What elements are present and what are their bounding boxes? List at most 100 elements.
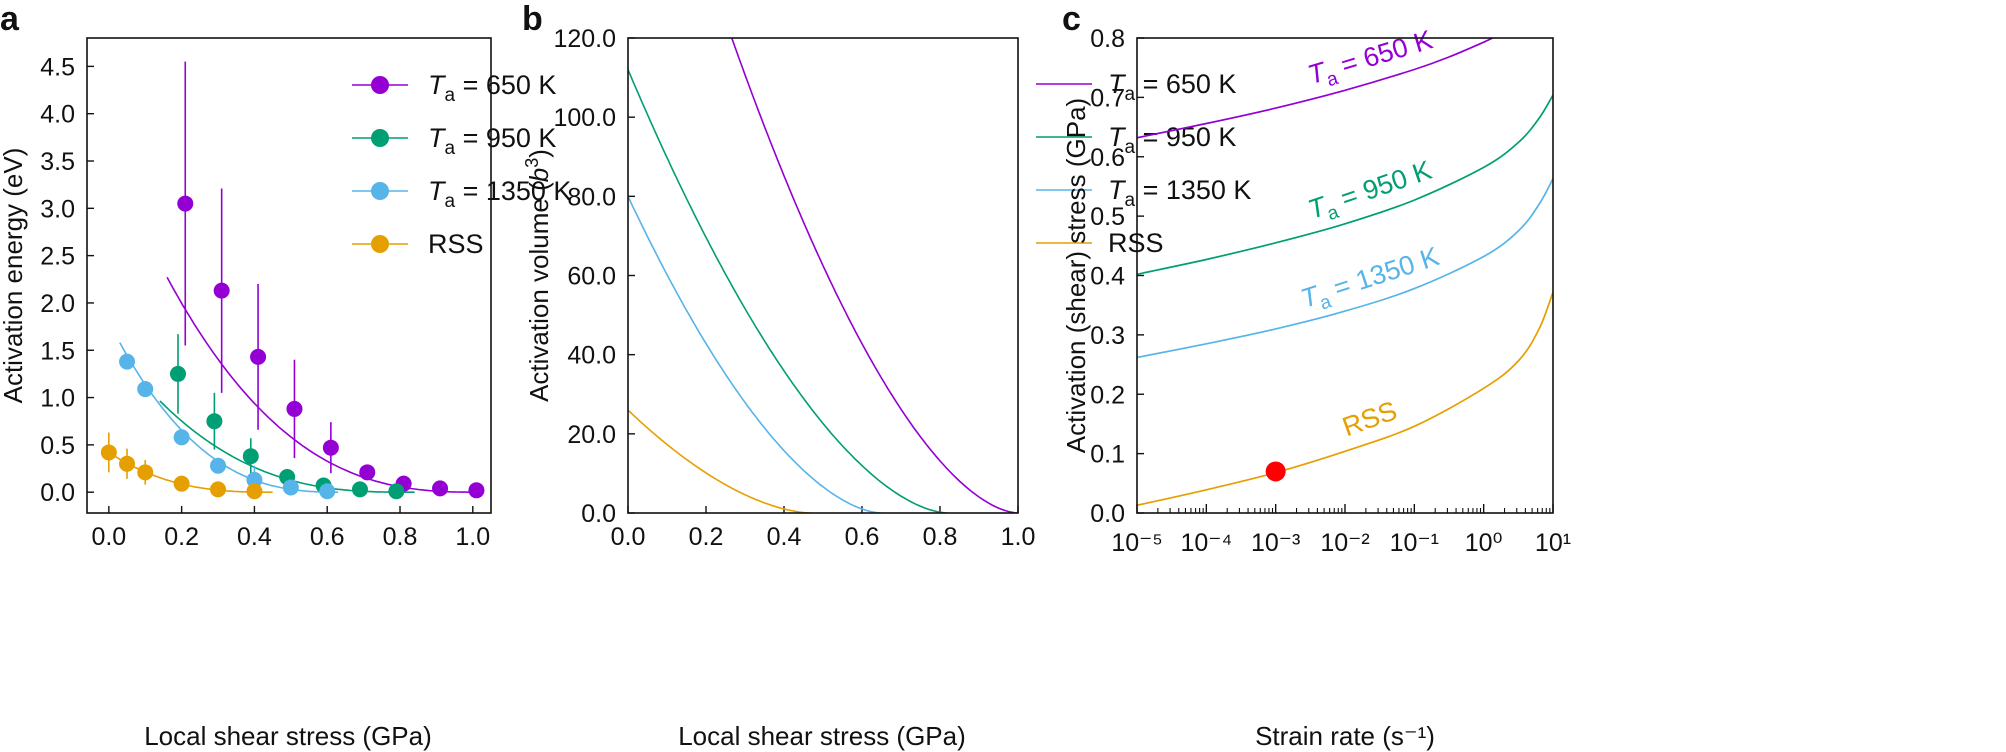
highlight-point — [1265, 461, 1286, 482]
y-tick-label: 2.5 — [40, 243, 75, 271]
legend-marker — [371, 76, 389, 94]
data-point — [177, 195, 194, 212]
y-tick-label: 60.0 — [567, 263, 616, 291]
data-point — [432, 480, 449, 497]
x-axis-label: Strain rate (s⁻¹) — [1255, 721, 1435, 751]
legend-label-text: = 650 K — [1135, 69, 1236, 99]
panel-a: a 0.0 0.2 0.4 0.6 0.8 1.0 0.0 0.5 1.0 1.5 2.0 2.5 3.0… — [0, 0, 571, 751]
y-tick-label: 4.5 — [40, 53, 75, 81]
y-tick-label: 0.4 — [1090, 263, 1125, 291]
panel-letter: a — [0, 0, 20, 38]
y-tick-label: 0.3 — [1090, 322, 1125, 350]
y-tick-label: 3.5 — [40, 148, 75, 176]
data-point — [351, 481, 368, 498]
legend-label-symbol: T — [1108, 122, 1127, 152]
series-line — [628, 69, 948, 513]
y-tick-label: 20.0 — [567, 421, 616, 449]
series-3: RSS — [1137, 291, 1553, 507]
y-tick-label: 80.0 — [567, 183, 616, 211]
legend-label: Ta = 950 K — [1108, 122, 1236, 158]
data-point — [246, 483, 263, 500]
y-axis-label-symbol: b — [524, 168, 554, 182]
series-3: RSS — [100, 229, 484, 500]
legend-label-subscript: a — [445, 138, 456, 159]
x-tick-label: 0.2 — [164, 523, 199, 551]
series-0: Ta = 650 K — [166, 61, 556, 499]
fit-curve — [166, 276, 477, 494]
legend-label: Ta = 1350 K — [1108, 175, 1251, 211]
x-tick-label: 10⁻¹ — [1390, 529, 1439, 557]
x-tick-label: 1.0 — [1001, 523, 1036, 551]
legend-label: Ta = 650 K — [1108, 69, 1236, 105]
series-line — [1137, 94, 1553, 276]
y-tick-label: 0.2 — [1090, 381, 1125, 409]
data-point — [210, 457, 227, 474]
legend-label-symbol: T — [428, 70, 447, 100]
y-tick-label: 2.0 — [40, 290, 75, 318]
y-tick-label: 0.6 — [1090, 144, 1125, 172]
legend-label-text: = 950 K — [1135, 122, 1236, 152]
plot-frame — [86, 37, 492, 514]
fit-curve — [108, 451, 273, 494]
y-tick-label: 0.0 — [581, 500, 616, 528]
y-axis-label: Activation (shear) stress (GPa) — [1061, 98, 1091, 453]
curve-label-text: = 650 K — [1330, 24, 1436, 82]
x-tick-label: 0.4 — [237, 523, 272, 551]
series-line — [730, 38, 1018, 513]
legend-label-subscript: a — [1125, 137, 1136, 158]
x-tick-label: 0.8 — [383, 523, 418, 551]
y-axis-label: Activation volume (b3) — [522, 149, 554, 402]
data-point — [206, 413, 223, 430]
legend-label-subscript: a — [1125, 190, 1136, 211]
legend-marker — [371, 235, 389, 253]
x-tick-label: 0.0 — [611, 523, 646, 551]
data-point — [250, 348, 267, 365]
data-point — [322, 439, 339, 456]
data-point — [173, 475, 190, 492]
y-tick-label: 0.8 — [1090, 25, 1125, 53]
legend-label-symbol: T — [1108, 175, 1127, 205]
legend-label: Ta = 650 K — [428, 70, 556, 106]
x-axis-label: Local shear stress (GPa) — [678, 721, 966, 751]
data-point — [286, 400, 303, 417]
series-line — [628, 195, 882, 513]
y-tick-label: 0.5 — [40, 432, 75, 460]
y-tick-label: 4.0 — [40, 101, 75, 129]
data-point — [119, 353, 136, 370]
y-axis-label-text: Activation volume ( — [524, 182, 554, 402]
series-1: Ta = 950 K — [159, 123, 556, 500]
y-tick-label: 40.0 — [567, 342, 616, 370]
x-tick-label: 10⁰ — [1465, 529, 1503, 557]
y-tick-label: 0.5 — [1090, 203, 1125, 231]
data-point — [100, 444, 117, 461]
data-point — [119, 455, 136, 472]
legend-marker — [371, 182, 389, 200]
legend-label-text: = 1350 K — [455, 176, 571, 206]
curve-label: Ta = 1350 K — [1297, 241, 1445, 320]
curve-label: Ta = 950 K — [1304, 155, 1437, 231]
y-axis-label-close: ) — [524, 149, 554, 158]
data-point — [213, 282, 230, 299]
data-point — [282, 479, 299, 496]
panel-c: c 10⁻⁵ 10⁻⁴ 10⁻³ 10⁻² 10⁻¹ 10⁰ 10¹ 0.0 0.1 0.2 0.3 0… — [1061, 0, 1571, 751]
plot-frame — [1136, 37, 1554, 514]
legend-label-subscript: a — [445, 191, 456, 212]
x-tick-label: 0.0 — [91, 523, 126, 551]
series-2: Ta = 1350 K — [119, 176, 571, 500]
legend-label: Ta = 950 K — [428, 123, 556, 159]
legend-label-text: RSS — [428, 229, 484, 259]
x-tick-label: 0.6 — [310, 523, 345, 551]
data-point — [210, 481, 227, 498]
data-point — [137, 464, 154, 481]
legend-marker — [371, 129, 389, 147]
x-tick-label: 0.4 — [767, 523, 802, 551]
series-3: RSS — [628, 228, 1164, 513]
legend-label-symbol: T — [428, 123, 447, 153]
x-tick-label: 0.2 — [689, 523, 724, 551]
panel-letter: b — [522, 0, 543, 38]
legend-label-text: = 650 K — [455, 70, 556, 100]
x-tick-label: 10⁻⁴ — [1180, 529, 1232, 557]
data-point — [169, 365, 186, 382]
y-tick-label: 0.0 — [40, 479, 75, 507]
y-tick-label: 3.0 — [40, 195, 75, 223]
